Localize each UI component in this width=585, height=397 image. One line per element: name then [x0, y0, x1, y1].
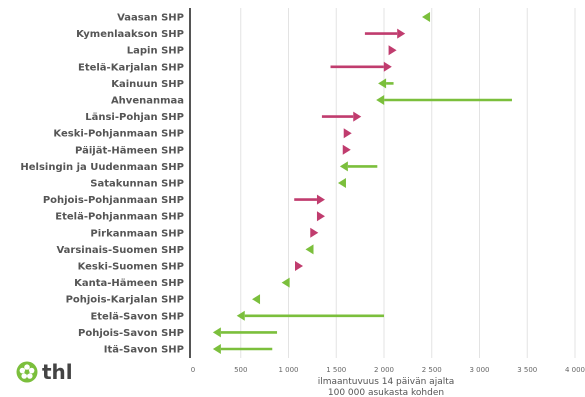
category-label: Vaasan SHP	[117, 13, 184, 24]
category-label: Kymenlaakson SHP	[76, 29, 184, 40]
arrow-head	[353, 111, 362, 122]
category-label: Itä-Savon SHP	[104, 345, 184, 356]
category-label: Etelä-Karjalan SHP	[78, 62, 184, 73]
x-tick-label: 1 500	[326, 366, 346, 374]
arrow-head	[342, 144, 351, 155]
x-tick-label: 3 000	[469, 366, 489, 374]
arrow-head	[422, 12, 431, 22]
arrow-head	[316, 194, 325, 205]
x-tick-label: 2 500	[422, 366, 442, 374]
x-tick-label: 4 000	[565, 366, 585, 374]
x-tick-label: 2 000	[374, 366, 394, 374]
x-tick-label: 3 500	[517, 366, 537, 374]
thl-logo: thl	[16, 360, 73, 384]
category-label: Varsinais-Suomen SHP	[56, 245, 184, 256]
x-tick-label: 0	[191, 366, 195, 374]
category-label: Satakunnan SHP	[90, 179, 184, 190]
x-axis-title-line-2: 100 000 asukasta kohden	[328, 388, 444, 397]
arrow-head	[310, 227, 319, 238]
category-label: Ahvenanmaa	[111, 96, 184, 107]
brand-name: thl	[42, 360, 73, 384]
x-tick-label: 1 000	[278, 366, 298, 374]
arrow-head	[343, 128, 352, 139]
x-axis-title-line-1: ilmaantuvuus 14 päivän ajalta	[318, 377, 455, 387]
arrow-head	[236, 310, 245, 321]
category-label: Kainuun SHP	[111, 79, 184, 90]
category-label: Päijät-Hämeen SHP	[75, 145, 184, 156]
arrow-head	[212, 344, 221, 354]
arrow-head	[295, 261, 304, 271]
category-label: Pohjois-Pohjanmaan SHP	[43, 195, 184, 206]
category-label: Lapin SHP	[127, 46, 184, 57]
category-labels: Vaasan SHP Kymenlaakson SHP Lapin SHP Etelä…	[20, 13, 184, 356]
category-label: Helsingin ja Uudenmaan SHP	[20, 162, 184, 173]
category-label: Pirkanmaan SHP	[90, 228, 184, 239]
arrow-head	[339, 161, 348, 172]
category-label: Keski-Suomen SHP	[78, 262, 184, 273]
category-label: Etelä-Savon SHP	[90, 311, 184, 322]
category-label: Etelä-Pohjanmaan SHP	[55, 212, 184, 223]
arrow-head	[383, 61, 392, 72]
gridlines	[240, 8, 576, 358]
category-label: Kanta-Hämeen SHP	[74, 278, 184, 289]
category-label: Pohjois-Karjalan SHP	[66, 295, 184, 306]
arrow-head	[337, 178, 346, 188]
arrow-head	[281, 277, 290, 288]
category-label: Keski-Pohjanmaan SHP	[53, 129, 184, 140]
category-label: Länsi-Pohjan SHP	[85, 112, 184, 123]
arrow-head	[388, 45, 397, 56]
arrow-head	[252, 294, 261, 305]
data-marks	[212, 12, 512, 354]
flower-icon	[16, 361, 38, 383]
arrow-head	[212, 327, 221, 338]
arrow-head	[376, 95, 385, 105]
x-tick-labels: 0 500 1 000 1 500 2 000 2 500 3 000 3 500 4 000	[191, 366, 585, 374]
arrow-head	[316, 211, 325, 222]
x-tick-label: 500	[234, 366, 247, 374]
arrow-head	[378, 78, 387, 89]
category-label: Pohjois-Savon SHP	[78, 328, 184, 339]
arrow-head	[397, 28, 406, 39]
arrow-head	[305, 244, 314, 255]
